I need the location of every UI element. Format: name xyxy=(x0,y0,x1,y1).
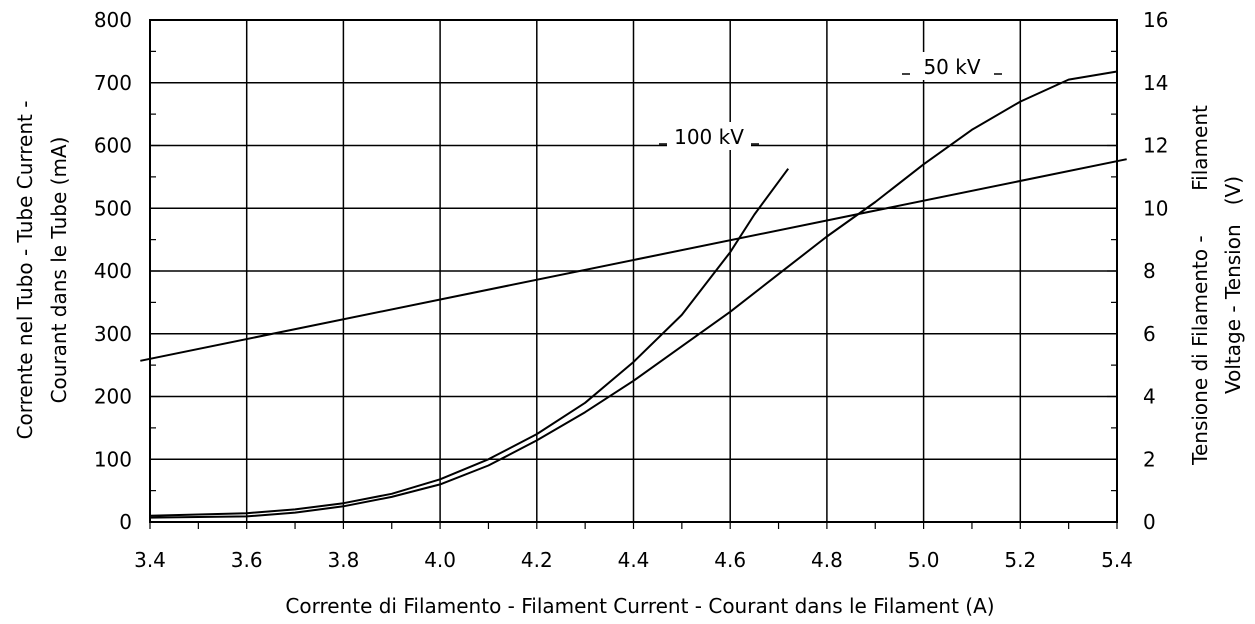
right-tick-label: 0 xyxy=(1143,510,1156,534)
x-tick-label: 3.8 xyxy=(327,548,359,572)
left-tick-label: 100 xyxy=(94,447,132,471)
x-tick-label: 3.6 xyxy=(231,548,263,572)
curve-labels: 100 kV 50 kV xyxy=(659,52,1002,150)
x-tick-label: 4.2 xyxy=(521,548,553,572)
right-tick-label: 2 xyxy=(1143,447,1156,471)
ticks xyxy=(149,19,1118,529)
x-tick-label: 4.4 xyxy=(618,548,650,572)
left-tick-label: 300 xyxy=(94,322,132,346)
left-tick-label: 0 xyxy=(119,510,132,534)
left-tick-label: 200 xyxy=(94,385,132,409)
right-tick-label: 10 xyxy=(1143,196,1168,220)
left-tick-label: 700 xyxy=(94,71,132,95)
right-tick-label: 12 xyxy=(1143,134,1168,158)
tick-labels: 3.4 3.6 3.8 4.0 4.2 4.4 4.6 4.8 5.0 5.2 5.40100200… xyxy=(94,8,1169,572)
curve-label: 50 kV xyxy=(923,55,980,79)
right-tick-label: 4 xyxy=(1143,385,1156,409)
series-line xyxy=(140,158,1127,362)
right-tick-label: 8 xyxy=(1143,259,1156,283)
series-line xyxy=(149,168,790,517)
curve-label: 100 kV xyxy=(674,125,744,149)
curve-label-backing xyxy=(910,52,994,80)
x-tick-label: 5.4 xyxy=(1101,548,1133,572)
x-tick-label: 4.8 xyxy=(811,548,843,572)
series-line xyxy=(149,70,1118,519)
right-axis-title-line2: Voltage - Tension (V) xyxy=(1221,176,1245,394)
x-tick-label: 3.4 xyxy=(134,548,166,572)
left-tick-label: 800 xyxy=(94,8,132,32)
x-tick-label: 5.0 xyxy=(908,548,940,572)
left-axis-title-line1: Corrente nel Tubo - Tube Current - xyxy=(13,101,37,440)
grid xyxy=(150,20,1117,522)
right-axis-title-line1: Tensione di Filamento - Filament xyxy=(1188,105,1212,466)
left-tick-label: 400 xyxy=(94,259,132,283)
x-axis-title: Corrente di Filamento - Filament Current… xyxy=(285,594,994,618)
x-tick-label: 5.2 xyxy=(1004,548,1036,572)
left-tick-label: 500 xyxy=(94,196,132,220)
right-tick-label: 16 xyxy=(1143,8,1168,32)
x-tick-label: 4.0 xyxy=(424,548,456,572)
right-tick-label: 14 xyxy=(1143,71,1168,95)
curve-label-backing xyxy=(667,122,751,150)
left-tick-label: 600 xyxy=(94,134,132,158)
left-axis-title-line2: Courant dans le Tube (mA) xyxy=(47,137,71,404)
x-tick-label: 4.6 xyxy=(714,548,746,572)
curves xyxy=(140,70,1127,519)
right-tick-label: 6 xyxy=(1143,322,1156,346)
